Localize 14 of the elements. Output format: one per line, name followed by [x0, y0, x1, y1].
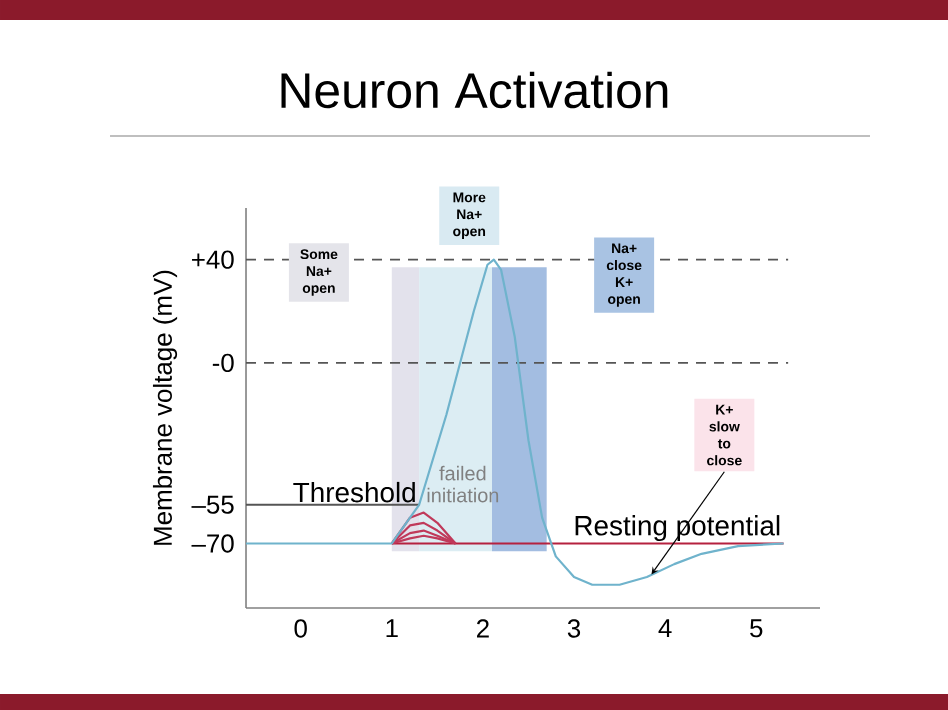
- x-tick-label: 4: [658, 619, 672, 638]
- y-axis-title: Membrane voltage (mV): [152, 270, 178, 545]
- x-tick-label: 1: [386, 619, 398, 638]
- y-tick-label: +40: [192, 250, 234, 269]
- annotation: failed initiation: [427, 465, 499, 503]
- y-tick-label: –55: [191, 495, 234, 514]
- series-label: Threshold: [293, 481, 415, 503]
- x-tick-label: 3: [567, 619, 581, 638]
- x-tick-label: 5: [750, 619, 763, 638]
- x-tick-label: 0: [294, 619, 307, 638]
- chart-title: Neuron Activation: [281, 71, 668, 109]
- y-tick-label: –70: [191, 534, 234, 553]
- y-tick-label: -0: [212, 353, 234, 372]
- x-tick-label: 2: [477, 619, 489, 638]
